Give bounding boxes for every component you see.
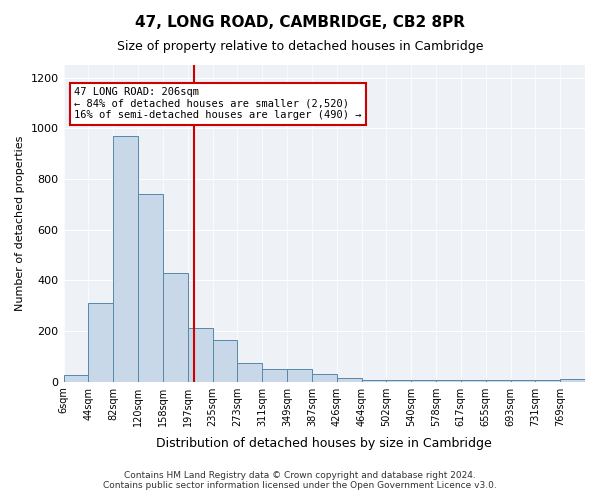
Text: 47, LONG ROAD, CAMBRIDGE, CB2 8PR: 47, LONG ROAD, CAMBRIDGE, CB2 8PR: [135, 15, 465, 30]
Bar: [212, 340, 238, 382]
Bar: [312, 374, 337, 382]
Bar: [337, 378, 362, 382]
Bar: [88, 303, 113, 382]
Bar: [262, 369, 287, 382]
Bar: [560, 379, 585, 382]
Bar: [163, 272, 188, 382]
Text: 47 LONG ROAD: 206sqm
← 84% of detached houses are smaller (2,520)
16% of semi-de: 47 LONG ROAD: 206sqm ← 84% of detached h…: [74, 87, 361, 120]
Bar: [461, 380, 485, 382]
Y-axis label: Number of detached properties: Number of detached properties: [15, 136, 25, 311]
Bar: [535, 380, 560, 382]
Bar: [362, 380, 386, 382]
Bar: [188, 328, 212, 382]
Bar: [411, 380, 436, 382]
Bar: [113, 136, 138, 382]
Bar: [138, 194, 163, 382]
Bar: [436, 380, 461, 382]
Bar: [287, 369, 312, 382]
Bar: [511, 380, 535, 382]
Text: Size of property relative to detached houses in Cambridge: Size of property relative to detached ho…: [117, 40, 483, 53]
Bar: [386, 380, 411, 382]
X-axis label: Distribution of detached houses by size in Cambridge: Distribution of detached houses by size …: [157, 437, 492, 450]
Text: Contains HM Land Registry data © Crown copyright and database right 2024.
Contai: Contains HM Land Registry data © Crown c…: [103, 470, 497, 490]
Bar: [238, 362, 262, 382]
Bar: [64, 376, 88, 382]
Bar: [485, 380, 511, 382]
